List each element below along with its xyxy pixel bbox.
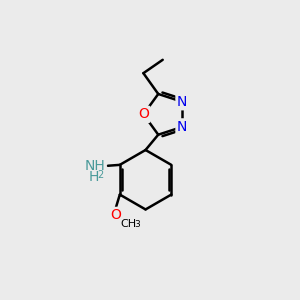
Text: NH: NH <box>84 159 105 173</box>
Text: CH: CH <box>121 219 137 229</box>
Text: O: O <box>138 107 149 121</box>
Text: 3: 3 <box>134 220 140 229</box>
Text: O: O <box>110 208 121 222</box>
Text: N: N <box>177 95 188 109</box>
Text: H: H <box>89 170 99 184</box>
Text: 2: 2 <box>98 170 103 180</box>
Text: N: N <box>177 120 188 134</box>
